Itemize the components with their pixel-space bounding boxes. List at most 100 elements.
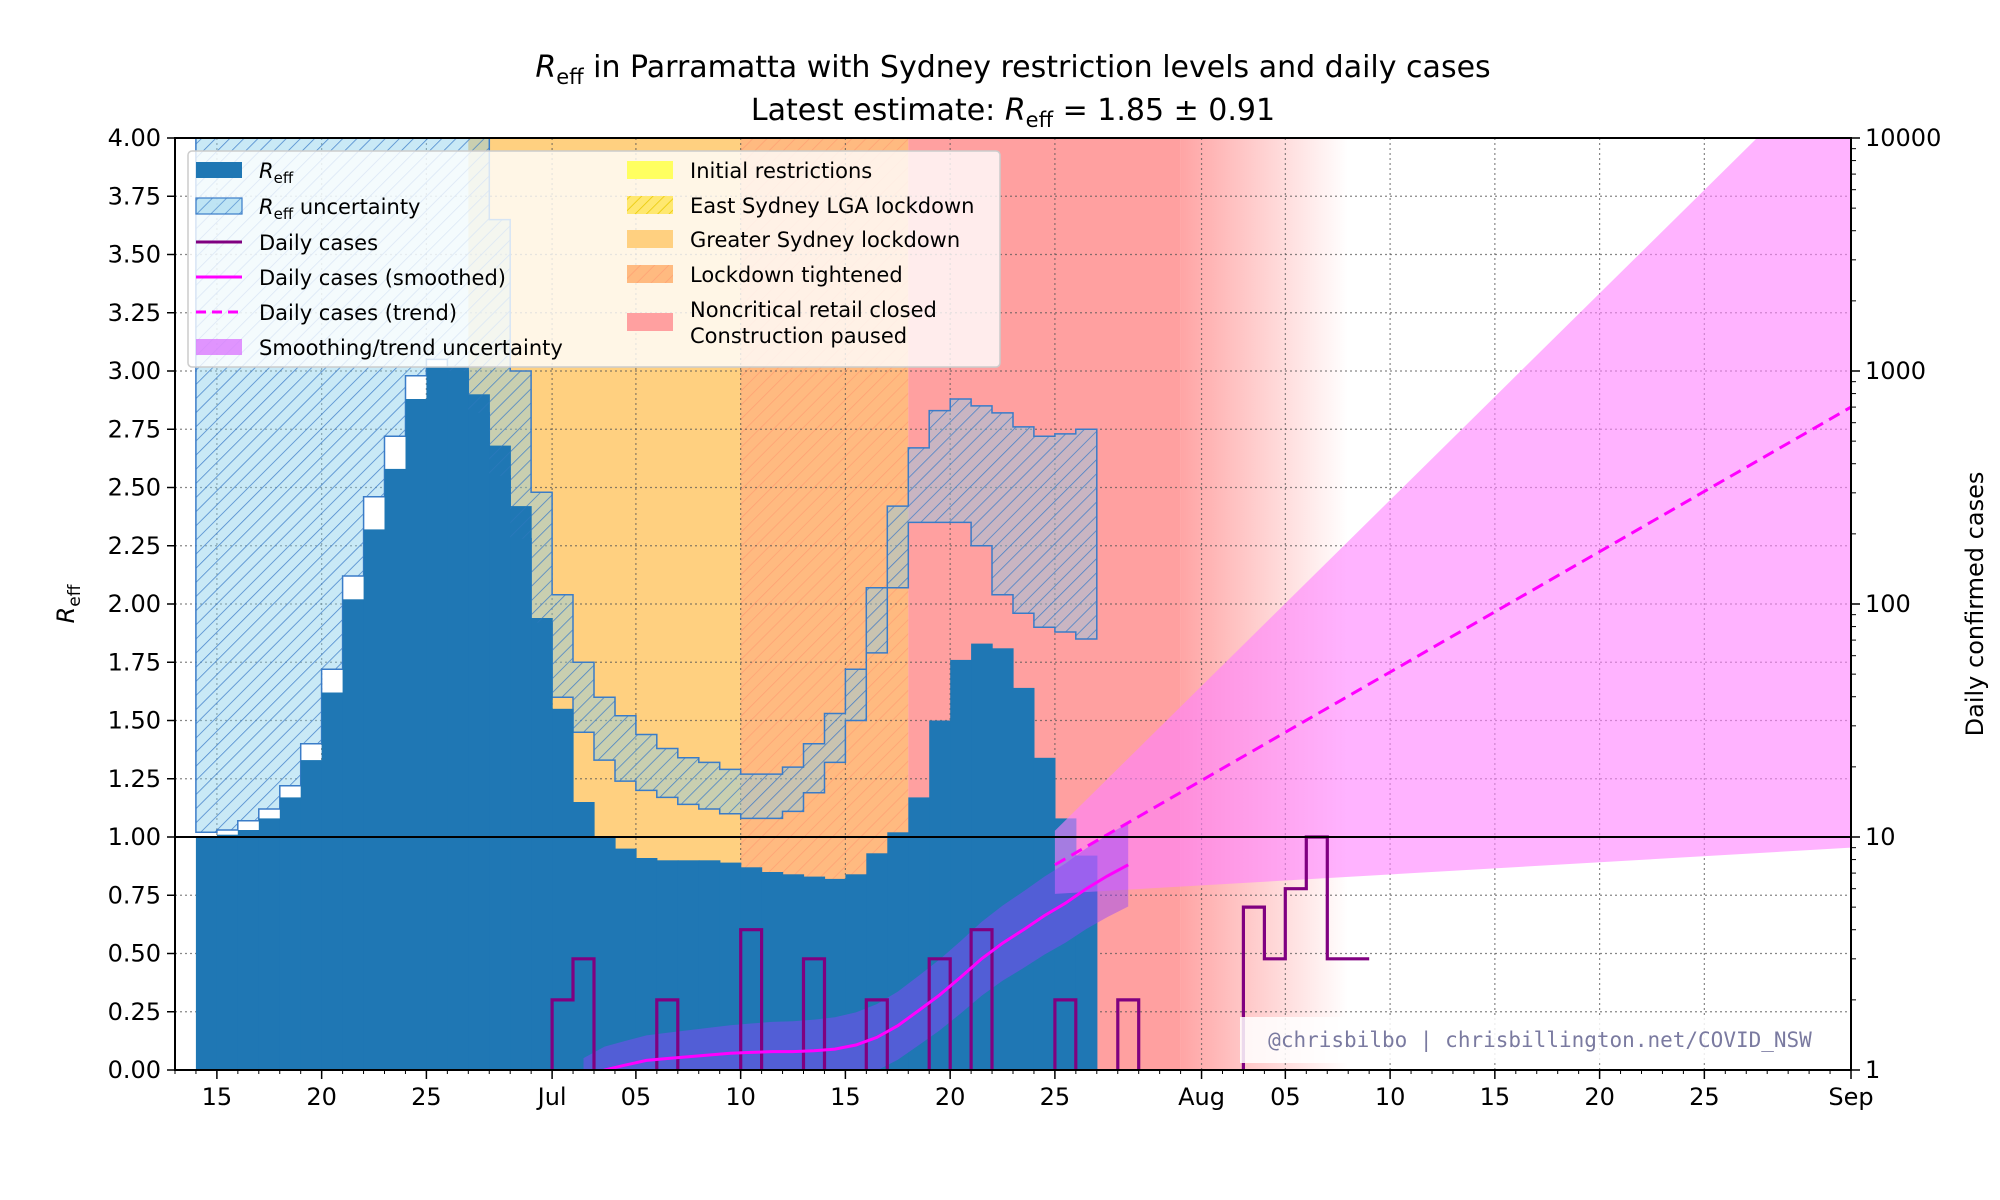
reff-bar (782, 874, 805, 1070)
y-tick-label-left: 0.50 (108, 940, 161, 968)
reff-bar (971, 643, 993, 1070)
reff-bar (216, 834, 239, 1070)
reff-bar (468, 394, 490, 1070)
y-tick-label-left: 3.00 (108, 357, 161, 385)
legend-swatch-restriction (627, 230, 673, 248)
reff-bar (300, 760, 323, 1070)
legend-label-restriction: East Sydney LGA lockdown (690, 194, 974, 218)
y-tick-label-right: 10000 (1865, 124, 1941, 152)
legend-swatch-restriction (627, 161, 673, 179)
legend-label-restriction: Construction paused (690, 324, 907, 348)
y-tick-label-left: 3.75 (108, 182, 161, 210)
y-tick-label-left: 1.75 (108, 648, 161, 676)
legend-label: Daily cases (259, 231, 378, 255)
reff-bar (237, 830, 260, 1070)
legend-label-reff: Reff (259, 159, 294, 187)
reff-bar (279, 797, 302, 1070)
reff-bar (258, 818, 281, 1070)
legend-swatch-restriction-hatch (627, 196, 673, 214)
reff-bar (342, 599, 365, 1070)
reff-bar (803, 876, 826, 1070)
y-tick-label-right: 1000 (1865, 357, 1926, 385)
y-tick-label-left: 1.50 (108, 707, 161, 735)
reff-bar (384, 468, 407, 1070)
y-tick-label-right: 1 (1865, 1056, 1880, 1084)
legend-label: Daily cases (trend) (259, 301, 457, 325)
x-tick-label: 20 (1584, 1083, 1615, 1111)
x-tick-label: 25 (1689, 1083, 1720, 1111)
reff-bar (552, 708, 574, 1070)
legend-swatch-restriction (627, 313, 673, 331)
reff-bar (1075, 855, 1098, 1070)
x-tick-label: 15 (202, 1083, 233, 1111)
x-tick-label: 20 (306, 1083, 337, 1111)
reff-bar (363, 529, 386, 1070)
y-axis-label-left: Reff (52, 583, 85, 623)
x-tick-label: 10 (1375, 1083, 1406, 1111)
y-tick-label-left: 2.25 (108, 532, 161, 560)
x-tick-label: 05 (621, 1083, 652, 1111)
reff-bar (489, 445, 511, 1070)
legend-swatch-smoothing-uncertainty-inner (196, 339, 242, 355)
y-tick-label-left: 1.25 (108, 765, 161, 793)
x-tick-label: 20 (935, 1083, 966, 1111)
legend-swatch-reff (196, 162, 242, 178)
y-tick-label-left: 3.25 (108, 299, 161, 327)
y-tick-label-left: 2.75 (108, 415, 161, 443)
legend-swatch-smoothing-uncertainty (196, 339, 242, 355)
legend-label: Smoothing/trend uncertainty (259, 336, 563, 360)
reff-bar (635, 858, 658, 1070)
x-tick-label: 25 (411, 1083, 442, 1111)
watermark: @chrisbilbo | chrisbillington.net/COVID_… (1268, 1028, 1812, 1053)
x-tick-label: Sep (1828, 1083, 1873, 1111)
smoothed-cases-line (601, 863, 1129, 1070)
y-tick-label-right: 100 (1865, 590, 1911, 618)
reff-bar (950, 659, 972, 1070)
reff-bar (908, 797, 930, 1070)
reff-bar (698, 860, 721, 1070)
y-axis-label-right: Daily confirmed cases (1961, 472, 1989, 737)
reff-bar (615, 848, 637, 1070)
y-tick-label-right: 10 (1865, 823, 1896, 851)
reff-bar (405, 399, 427, 1070)
watermark-box (1240, 1017, 1840, 1063)
reff-bar (845, 874, 867, 1070)
smoothing-uncertainty-band (583, 823, 1129, 1070)
reff-bar (447, 366, 469, 1070)
legend-label-restriction: Initial restrictions (690, 159, 872, 183)
y-tick-label-left: 0.75 (108, 881, 161, 909)
reff-bar (531, 618, 553, 1070)
y-tick-label-left: 0.00 (108, 1056, 161, 1084)
reff-bar (866, 853, 888, 1070)
chart-subtitle: Latest estimate: Reff = 1.85 ± 0.91 (751, 93, 1275, 132)
y-tick-label-left: 0.25 (108, 998, 161, 1026)
x-tick-label: 10 (725, 1083, 756, 1111)
x-tick-label: 05 (1270, 1083, 1301, 1111)
x-tick-label: 15 (830, 1083, 861, 1111)
reff-bar (929, 720, 951, 1070)
reff-bar (573, 802, 595, 1070)
legend-swatch-restriction-hatch (627, 265, 673, 283)
reff-bar (677, 860, 700, 1070)
reff-bar (594, 837, 616, 1070)
reff-bar (195, 837, 218, 1070)
reff-bar (887, 832, 909, 1070)
chart-title: Reff in Parramatta with Sydney restricti… (535, 50, 1490, 89)
reff-bar (321, 692, 344, 1070)
y-tick-label-left: 2.00 (108, 590, 161, 618)
reff-bar (656, 860, 679, 1070)
trend-line (1054, 405, 1851, 867)
legend-swatch-reff-uncertainty-hatch (196, 198, 242, 214)
x-tick-label: 15 (1480, 1083, 1511, 1111)
y-tick-label-left: 3.50 (108, 241, 161, 269)
legend-label-restriction: Greater Sydney lockdown (690, 228, 960, 252)
legend-label-restriction: Noncritical retail closed (690, 298, 937, 322)
y-tick-label-left: 2.50 (108, 474, 161, 502)
y-tick-label-left: 4.00 (108, 124, 161, 152)
y-tick-label-left: 1.00 (108, 823, 161, 851)
reff-bar (426, 366, 448, 1070)
reff-bar (719, 862, 742, 1070)
reff-bar (992, 648, 1014, 1070)
reff-bar (1013, 687, 1035, 1070)
reff-bar (510, 506, 532, 1070)
